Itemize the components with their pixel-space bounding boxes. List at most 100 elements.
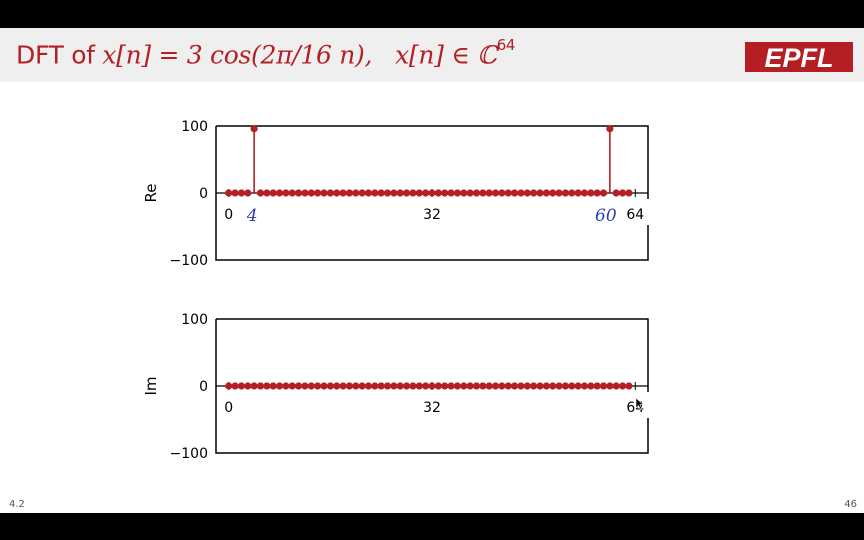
x-tick-label: 64 [626, 207, 644, 223]
y-tick-label: 0 [199, 379, 208, 395]
stem-point [441, 382, 449, 390]
stem-point [561, 189, 570, 197]
stem-point [237, 189, 246, 197]
stem-point [517, 382, 525, 390]
stem-point [390, 382, 398, 390]
stem-point [580, 382, 589, 390]
stem-point [358, 382, 366, 390]
stem-point [599, 189, 608, 197]
stem-point [339, 382, 347, 390]
stem-point [364, 382, 373, 390]
stem-point [263, 189, 271, 197]
stem-point [498, 382, 506, 390]
stem-point [320, 382, 328, 390]
title-prefix: DFT of [16, 40, 103, 70]
stem-point [504, 189, 512, 197]
annotation-60: 60 [595, 206, 617, 226]
stem-point [618, 382, 627, 390]
stem-point [377, 189, 385, 197]
stem-point [612, 189, 620, 197]
stem-point [326, 382, 334, 390]
stem-point [345, 382, 354, 390]
stem-point [472, 382, 481, 390]
stem-point [333, 189, 341, 197]
cursor-icon [635, 397, 645, 410]
stem-point [549, 189, 557, 197]
stem-point [320, 189, 328, 197]
stem-point [479, 382, 487, 390]
y-tick-label: 100 [181, 312, 208, 328]
logo-text: EPFL [764, 43, 833, 72]
title-signal: x[n] = 3 cos(2π/16 n), [102, 40, 373, 70]
stem-point [409, 382, 417, 390]
handwritten-annotations: 4 60 [246, 206, 617, 226]
stem-point [244, 189, 252, 197]
stem-point [574, 382, 582, 390]
chart-re: 100 0 −100 Re 0 32 64 [142, 119, 649, 269]
stem-point [333, 382, 341, 390]
y-tick-label: 0 [199, 186, 208, 202]
stem-point [250, 125, 258, 133]
stem-point [542, 382, 550, 390]
stem-point [549, 382, 557, 390]
y-axis-label: Re [142, 184, 160, 203]
stem-point [434, 382, 442, 390]
stem-point [294, 382, 303, 390]
stem-point [536, 382, 544, 390]
stem-point [256, 189, 265, 197]
stem-point [428, 382, 436, 390]
stem-point [542, 189, 550, 197]
stem-point [301, 382, 309, 390]
stem-point [472, 189, 481, 197]
stem-point [510, 382, 519, 390]
stem-point [364, 189, 373, 197]
stem-point [434, 189, 442, 197]
x-tick-label: 0 [224, 400, 233, 416]
stem-point [568, 189, 576, 197]
stem-point [504, 382, 512, 390]
stem-point [396, 189, 404, 197]
stem-point [517, 189, 525, 197]
stem-point [466, 189, 474, 197]
stem-point [460, 189, 468, 197]
title-domain-sup: 64 [496, 36, 516, 54]
stem-point [269, 382, 277, 390]
stem-point [561, 382, 570, 390]
footer-page-number: 46 [844, 499, 857, 510]
stem-point [301, 189, 309, 197]
stem-point [307, 189, 315, 197]
x-tick-label: 32 [423, 207, 441, 223]
stem-point [498, 189, 506, 197]
x-tick-label: 32 [423, 400, 441, 416]
stem-point [599, 382, 608, 390]
stem-point [269, 189, 277, 197]
stem-point [256, 382, 265, 390]
stem-point [530, 382, 538, 390]
stem-point [447, 382, 455, 390]
stem-point [377, 382, 385, 390]
stem-point [358, 189, 366, 197]
stem-point [593, 189, 601, 197]
stem-point [510, 189, 519, 197]
stem-point [352, 189, 360, 197]
stem-point [441, 189, 449, 197]
stem-point [307, 382, 315, 390]
stem-point [422, 189, 430, 197]
stem-point [352, 382, 360, 390]
stem-point [282, 189, 290, 197]
stem-point [263, 382, 271, 390]
stem-point [530, 189, 538, 197]
stem-point [288, 382, 296, 390]
stem-point [409, 189, 417, 197]
stem-point [371, 382, 379, 390]
stem-point [282, 382, 290, 390]
stem-point [225, 382, 233, 390]
stem-point [402, 382, 411, 390]
stem-point [587, 382, 595, 390]
stem-point [453, 382, 462, 390]
y-tick-label: −100 [170, 253, 208, 269]
stem-point [491, 382, 500, 390]
stem-point [402, 189, 411, 197]
stem-point [275, 189, 284, 197]
stem-point [237, 382, 246, 390]
